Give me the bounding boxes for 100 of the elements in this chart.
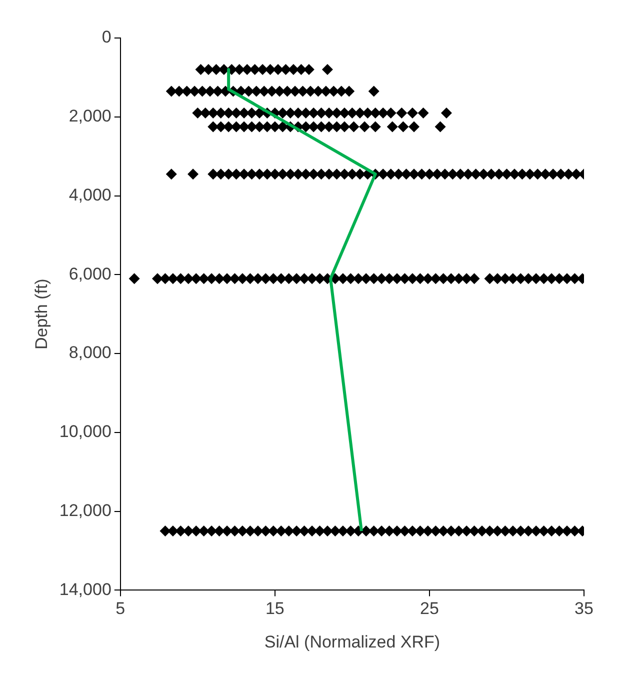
point [385,168,396,180]
point [384,273,395,284]
point [314,273,326,284]
point [160,273,171,284]
x-tick-label: 35 [574,599,594,618]
point [562,526,572,537]
point [468,526,480,537]
point [570,168,582,180]
y-tick-label: 14,000 [59,580,112,599]
point [555,168,566,180]
point [314,526,326,537]
point [298,273,310,284]
point [316,107,327,118]
point [282,86,293,97]
point [346,107,358,118]
point [453,273,464,284]
point [501,168,512,180]
point [368,273,380,284]
point [298,526,310,537]
point [244,526,256,537]
point [434,121,446,132]
point [246,107,258,118]
point [296,64,307,76]
point [569,273,580,284]
x-tick-label: 25 [420,599,439,618]
point [554,526,565,537]
point [399,273,410,284]
point [368,86,380,97]
point [346,168,358,180]
point [166,86,177,97]
point [214,526,225,537]
y-tick-label: 0 [102,28,112,47]
point [152,273,163,284]
point [386,121,398,132]
point [453,526,464,537]
point [414,273,426,284]
point [359,121,370,132]
x-axis-title: Si/Al (Normalized XRF) [264,632,440,652]
y-tick-label: 12,000 [59,501,112,520]
point [432,168,443,180]
y-tick-label: 2,000 [68,106,112,126]
point [344,86,355,97]
point [331,107,342,118]
point [128,273,140,284]
point [244,273,256,284]
point [195,64,206,76]
point [188,168,199,180]
point [246,168,258,180]
point [229,273,240,284]
point [468,273,480,284]
point [399,526,410,537]
point [230,121,242,132]
point [196,86,208,97]
point [312,86,324,97]
point [246,121,258,132]
point [230,168,242,180]
y-tick-label: 4,000 [68,185,112,204]
point [400,168,412,180]
x-tick-label: 5 [116,599,126,618]
point [500,526,511,537]
point [569,526,580,537]
point [486,168,497,180]
point [370,121,381,132]
point [280,64,292,76]
point [322,64,333,76]
point [384,526,395,537]
point [229,526,240,537]
point [418,107,429,118]
point [160,526,171,537]
point [297,86,308,97]
point [262,121,273,132]
point [406,107,418,118]
point [538,273,550,284]
point [330,526,341,537]
point [440,107,452,118]
point [264,64,276,76]
point [210,64,222,76]
point [230,107,242,118]
point [516,168,528,180]
point [484,273,496,284]
point [316,168,327,180]
point [416,168,428,180]
point [484,526,496,537]
point [554,273,565,284]
point [562,273,572,284]
point [212,86,224,97]
point [331,121,342,132]
point [408,121,420,132]
point [348,121,360,132]
y-tick-label: 10,000 [59,422,112,442]
point [262,168,273,180]
point [331,168,342,180]
point [316,121,327,132]
point [470,168,482,180]
x-tick-label: 15 [265,599,284,618]
point [398,121,409,132]
y-tick-label: 8,000 [68,343,112,362]
y-tick-label: 6,000 [68,264,112,284]
point [166,168,177,180]
point [538,526,550,537]
